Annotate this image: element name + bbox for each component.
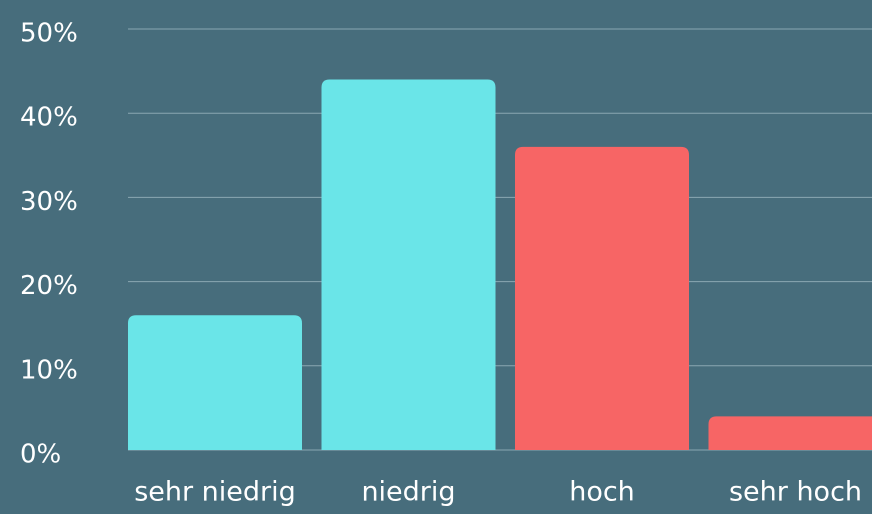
y-tick-label: 50% [20, 19, 78, 49]
y-tick-label: 40% [20, 103, 78, 133]
bar [128, 315, 302, 450]
y-tick-label: 30% [20, 187, 78, 217]
x-tick-label: sehr hoch [729, 477, 862, 508]
y-tick-label: 0% [20, 440, 61, 470]
x-tick-label: hoch [569, 477, 635, 508]
bar [708, 416, 872, 450]
y-tick-label: 10% [20, 355, 78, 385]
y-tick-label: 20% [20, 271, 78, 301]
x-tick-label: niedrig [361, 477, 455, 508]
x-tick-label: sehr niedrig [134, 477, 296, 508]
bar [515, 146, 689, 450]
bar [321, 79, 496, 451]
